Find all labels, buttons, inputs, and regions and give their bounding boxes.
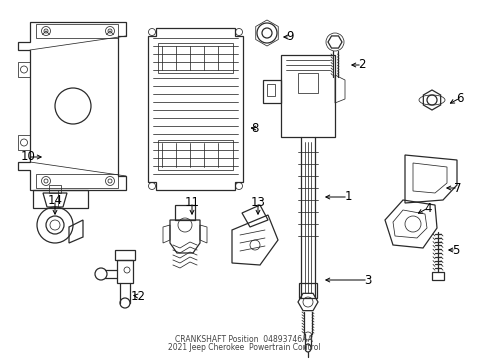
- Text: 14: 14: [47, 194, 62, 207]
- Text: 10: 10: [20, 150, 35, 163]
- Text: 13: 13: [250, 195, 265, 208]
- Text: 2: 2: [358, 58, 365, 72]
- Text: 3: 3: [364, 274, 371, 287]
- Text: 1: 1: [344, 190, 351, 203]
- Text: 12: 12: [130, 289, 145, 302]
- Text: 6: 6: [455, 91, 463, 104]
- Text: 2021 Jeep Cherokee  Powertrain Control: 2021 Jeep Cherokee Powertrain Control: [167, 343, 320, 352]
- Text: CRANKSHAFT Position  04893746AA: CRANKSHAFT Position 04893746AA: [175, 336, 312, 345]
- Text: 7: 7: [453, 181, 461, 194]
- Text: 11: 11: [184, 195, 199, 208]
- Text: 8: 8: [251, 122, 258, 135]
- Text: 5: 5: [451, 243, 459, 256]
- Text: 9: 9: [285, 31, 293, 44]
- Text: 4: 4: [424, 202, 431, 215]
